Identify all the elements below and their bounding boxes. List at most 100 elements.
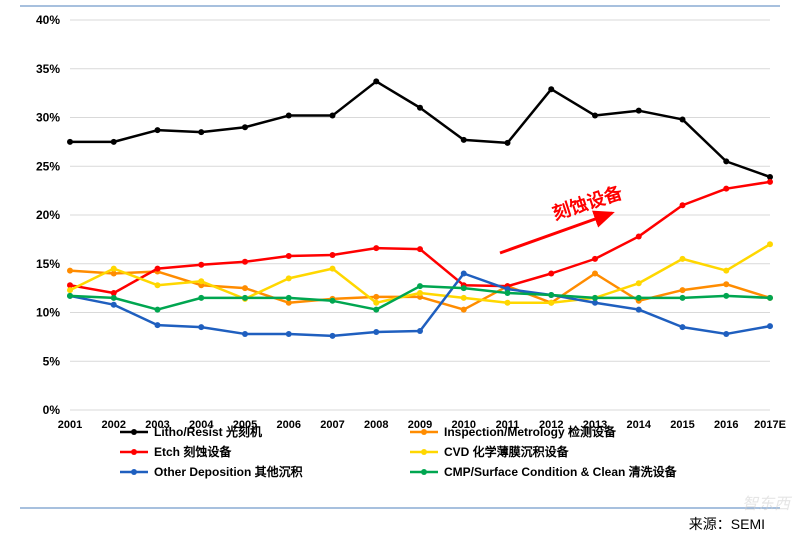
series-marker bbox=[198, 262, 204, 268]
series-marker bbox=[723, 281, 729, 287]
legend-label: CMP/Surface Condition & Clean 清洗设备 bbox=[444, 464, 678, 479]
series-marker bbox=[111, 295, 117, 301]
series-marker bbox=[286, 275, 292, 281]
series-marker bbox=[155, 307, 161, 313]
svg-text:40%: 40% bbox=[36, 13, 60, 27]
series-marker bbox=[417, 283, 423, 289]
series-marker bbox=[330, 266, 336, 272]
series-marker bbox=[417, 290, 423, 296]
series-marker bbox=[505, 300, 511, 306]
series-line bbox=[70, 81, 770, 177]
series-marker bbox=[636, 233, 642, 239]
series-marker bbox=[198, 129, 204, 135]
series-marker bbox=[242, 331, 248, 337]
series-marker bbox=[461, 271, 467, 277]
series-marker bbox=[636, 307, 642, 313]
series-marker bbox=[548, 271, 554, 277]
svg-text:2001: 2001 bbox=[58, 419, 82, 431]
series-marker bbox=[373, 300, 379, 306]
svg-text:2015: 2015 bbox=[670, 419, 694, 431]
series-marker bbox=[767, 295, 773, 301]
svg-text:2006: 2006 bbox=[277, 419, 301, 431]
series-marker bbox=[417, 328, 423, 334]
svg-text:20%: 20% bbox=[36, 208, 60, 222]
line-chart: 0%5%10%15%20%25%30%35%40%200120022003200… bbox=[0, 0, 800, 542]
series-marker bbox=[330, 298, 336, 304]
series-marker bbox=[111, 266, 117, 272]
svg-text:2002: 2002 bbox=[102, 419, 126, 431]
svg-text:2007: 2007 bbox=[320, 419, 344, 431]
legend-label: Inspection/Metrology 检测设备 bbox=[444, 424, 617, 439]
series-marker bbox=[592, 256, 598, 262]
legend-label: Etch 刻蚀设备 bbox=[154, 444, 232, 459]
series-marker bbox=[767, 323, 773, 329]
series-marker bbox=[286, 253, 292, 259]
series-marker bbox=[680, 295, 686, 301]
series-marker bbox=[155, 127, 161, 133]
series-marker bbox=[242, 259, 248, 265]
series-marker bbox=[198, 324, 204, 330]
series-marker bbox=[723, 331, 729, 337]
series-marker bbox=[680, 116, 686, 122]
series-marker bbox=[330, 113, 336, 119]
series-marker bbox=[155, 322, 161, 328]
series-marker bbox=[680, 202, 686, 208]
svg-text:35%: 35% bbox=[36, 62, 60, 76]
series-marker bbox=[155, 266, 161, 272]
series-marker bbox=[373, 307, 379, 313]
series-marker bbox=[67, 293, 73, 299]
svg-text:2016: 2016 bbox=[714, 419, 738, 431]
svg-text:15%: 15% bbox=[36, 257, 60, 271]
series-marker bbox=[286, 295, 292, 301]
series-marker bbox=[636, 280, 642, 286]
svg-text:2009: 2009 bbox=[408, 419, 432, 431]
watermark: 智东西 bbox=[742, 490, 790, 514]
series-marker bbox=[548, 292, 554, 298]
legend-label: CVD 化学薄膜沉积设备 bbox=[444, 444, 570, 459]
series-marker bbox=[286, 113, 292, 119]
series-marker bbox=[592, 113, 598, 119]
series-marker bbox=[242, 124, 248, 130]
series-marker bbox=[636, 108, 642, 114]
series-marker bbox=[680, 287, 686, 293]
series-marker bbox=[548, 86, 554, 92]
series-marker bbox=[373, 78, 379, 84]
series-marker bbox=[198, 278, 204, 284]
series-marker bbox=[723, 186, 729, 192]
series-marker bbox=[373, 294, 379, 300]
source-label: 来源：SEMI bbox=[689, 514, 765, 534]
svg-text:0%: 0% bbox=[43, 403, 61, 417]
svg-text:25%: 25% bbox=[36, 159, 60, 173]
svg-text:2017E: 2017E bbox=[754, 419, 786, 431]
legend-label: Litho/Resist 光刻机 bbox=[154, 424, 262, 439]
series-marker bbox=[330, 333, 336, 339]
series-marker bbox=[680, 324, 686, 330]
series-marker bbox=[723, 293, 729, 299]
series-marker bbox=[198, 295, 204, 301]
series-marker bbox=[155, 282, 161, 288]
series-marker bbox=[111, 302, 117, 308]
series-marker bbox=[461, 137, 467, 143]
series-marker bbox=[242, 295, 248, 301]
series-marker bbox=[373, 329, 379, 335]
series-marker bbox=[767, 179, 773, 185]
svg-text:2008: 2008 bbox=[364, 419, 388, 431]
series-marker bbox=[286, 331, 292, 337]
svg-text:10%: 10% bbox=[36, 306, 60, 320]
series-marker bbox=[67, 287, 73, 293]
svg-text:30%: 30% bbox=[36, 111, 60, 125]
series-marker bbox=[461, 295, 467, 301]
legend-label: Other Deposition 其他沉积 bbox=[154, 464, 303, 479]
series-marker bbox=[330, 252, 336, 258]
series-marker bbox=[767, 241, 773, 247]
series-marker bbox=[461, 285, 467, 291]
series-marker bbox=[680, 256, 686, 262]
series-marker bbox=[548, 300, 554, 306]
series-marker bbox=[417, 246, 423, 252]
series-marker bbox=[505, 290, 511, 296]
series-marker bbox=[111, 139, 117, 145]
series-marker bbox=[505, 140, 511, 146]
series-marker bbox=[461, 307, 467, 313]
svg-text:5%: 5% bbox=[43, 354, 61, 368]
series-marker bbox=[723, 158, 729, 164]
